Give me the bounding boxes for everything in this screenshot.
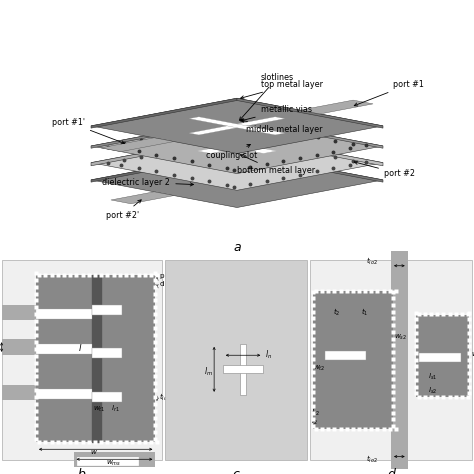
Text: $w_{t1}$: $w_{t1}$ [93, 405, 106, 414]
Bar [92, 305, 122, 315]
Polygon shape [91, 98, 383, 154]
Bar [325, 351, 366, 360]
Text: port #1: port #1 [354, 80, 424, 106]
Text: $l_2$: $l_2$ [311, 417, 318, 427]
Polygon shape [91, 152, 383, 208]
Text: $l_{r1}$: $l_{r1}$ [111, 404, 120, 414]
Bar [73, 452, 155, 467]
Text: $w_{t2}$: $w_{t2}$ [313, 364, 326, 373]
Text: $t_{io2}$: $t_{io2}$ [366, 256, 378, 267]
Text: a: a [233, 241, 241, 254]
Bar [77, 457, 139, 465]
Bar [36, 344, 91, 354]
Polygon shape [189, 117, 285, 135]
Text: $t_{io1}$: $t_{io1}$ [159, 392, 172, 402]
Bar [313, 291, 392, 429]
Text: c: c [232, 468, 239, 474]
Polygon shape [300, 156, 363, 168]
Text: top metal layer: top metal layer [241, 80, 323, 99]
Polygon shape [189, 125, 242, 135]
Bar [91, 275, 100, 442]
Bar [416, 315, 469, 397]
Polygon shape [91, 135, 237, 166]
Polygon shape [101, 138, 174, 152]
Text: dielectric layer 2: dielectric layer 2 [102, 178, 193, 187]
Polygon shape [91, 118, 383, 173]
Polygon shape [91, 135, 383, 190]
Text: $l_{r2}$: $l_{r2}$ [311, 408, 320, 418]
Bar [36, 389, 91, 399]
Bar [92, 392, 122, 402]
Bar [1, 305, 36, 320]
Text: slotlines: slotlines [239, 73, 294, 120]
Text: $w_{ms}$: $w_{ms}$ [106, 459, 122, 468]
Text: $l$: $l$ [79, 342, 83, 353]
Text: $l_m$: $l_m$ [204, 366, 213, 378]
Text: p: p [159, 273, 164, 280]
Polygon shape [197, 138, 277, 154]
Text: $t_2$: $t_2$ [333, 307, 340, 318]
Text: $t_{io2}$: $t_{io2}$ [366, 454, 378, 465]
Polygon shape [91, 98, 237, 128]
Polygon shape [237, 135, 383, 166]
Bar [36, 275, 155, 442]
Text: bottom metal layer: bottom metal layer [237, 155, 315, 175]
Polygon shape [300, 100, 373, 114]
Text: $l_{s1}$: $l_{s1}$ [428, 372, 437, 382]
Text: port #2: port #2 [355, 161, 415, 178]
Polygon shape [91, 152, 237, 182]
Text: $l_{s2}$: $l_{s2}$ [428, 386, 437, 396]
Polygon shape [237, 98, 383, 128]
Text: metallic vias: metallic vias [241, 105, 312, 122]
Bar [1, 385, 36, 400]
Text: $w_{s2}$: $w_{s2}$ [394, 332, 408, 342]
Text: $t_1$: $t_1$ [361, 307, 369, 318]
Text: middle metal layer: middle metal layer [241, 119, 323, 134]
Polygon shape [237, 118, 383, 148]
Text: d: d [159, 281, 164, 287]
Text: $w_{s1}$: $w_{s1}$ [471, 351, 474, 360]
Bar [36, 310, 91, 319]
Polygon shape [232, 117, 285, 127]
Bar [1, 339, 36, 355]
Text: coupling slot: coupling slot [206, 145, 257, 160]
Polygon shape [111, 192, 174, 204]
Text: d: d [387, 468, 395, 474]
Polygon shape [219, 176, 264, 185]
Polygon shape [237, 152, 383, 182]
Text: port #1': port #1' [52, 118, 125, 144]
Bar [419, 353, 461, 362]
Bar [240, 344, 246, 395]
Bar [92, 348, 122, 358]
Bar [391, 251, 408, 469]
Text: $l_n$: $l_n$ [264, 348, 272, 361]
Bar [223, 365, 263, 374]
Polygon shape [197, 138, 277, 154]
Text: $w$: $w$ [90, 448, 98, 456]
Text: port #2': port #2' [106, 200, 141, 219]
Polygon shape [91, 118, 237, 148]
Text: b: b [78, 468, 86, 474]
